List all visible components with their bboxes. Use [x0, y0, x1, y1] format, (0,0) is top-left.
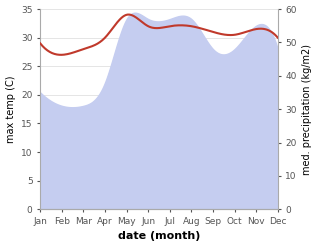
X-axis label: date (month): date (month)	[118, 231, 200, 242]
Y-axis label: med. precipitation (kg/m2): med. precipitation (kg/m2)	[302, 44, 313, 175]
Y-axis label: max temp (C): max temp (C)	[5, 75, 16, 143]
